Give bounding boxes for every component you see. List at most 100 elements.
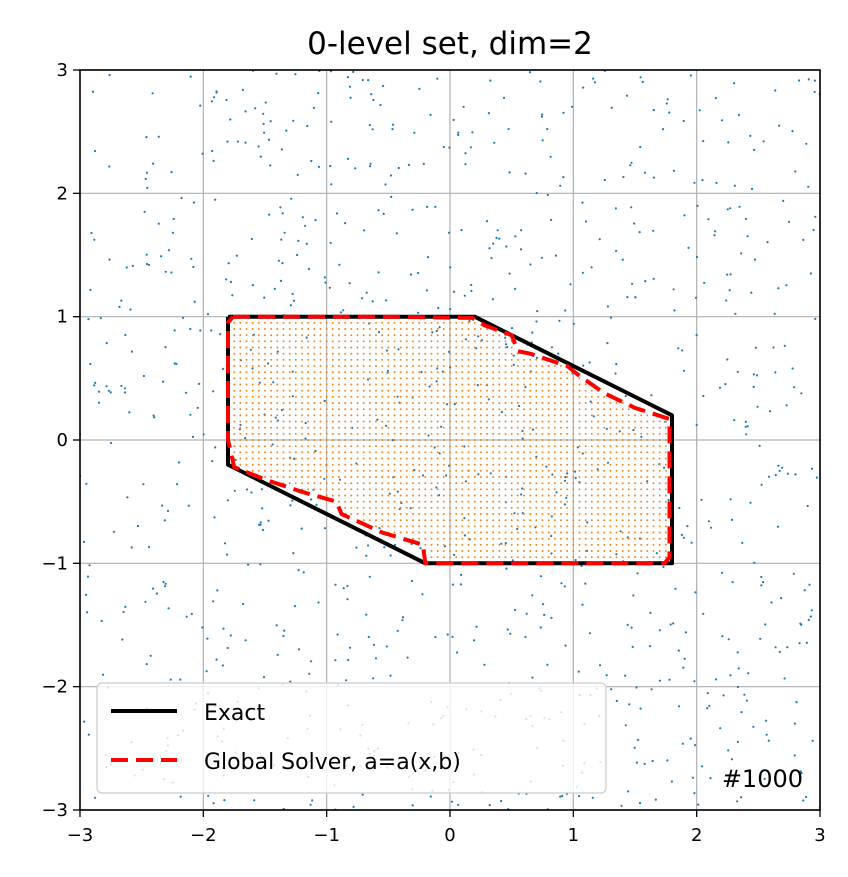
interior-grid-point [325, 371, 328, 374]
interior-grid-point [405, 463, 408, 466]
interior-grid-point [436, 408, 439, 411]
random-sample-point [324, 527, 327, 530]
interior-grid-point [461, 371, 464, 374]
random-sample-point [376, 418, 379, 421]
random-sample-point [490, 256, 493, 260]
random-sample-point [498, 237, 501, 240]
random-sample-point [90, 231, 93, 235]
interior-grid-point [294, 389, 297, 392]
interior-grid-point [510, 482, 513, 485]
random-sample-point [464, 338, 467, 341]
interior-grid-point [449, 408, 451, 411]
random-sample-point [539, 575, 543, 578]
interior-grid-point [436, 556, 439, 559]
interior-grid-point [381, 439, 384, 441]
interior-grid-point [368, 334, 371, 337]
interior-grid-point [652, 463, 655, 466]
interior-grid-point [294, 445, 297, 448]
interior-grid-point [276, 328, 279, 330]
interior-grid-point [634, 457, 636, 460]
random-sample-point [540, 115, 544, 118]
interior-grid-point [381, 482, 384, 485]
random-sample-point [190, 612, 193, 616]
interior-grid-point [615, 420, 618, 423]
interior-grid-point [245, 408, 248, 411]
interior-grid-point [658, 426, 661, 429]
interior-grid-point [405, 432, 408, 435]
random-sample-point [464, 480, 467, 483]
random-sample-point [774, 646, 777, 649]
random-sample-point [557, 352, 560, 355]
interior-grid-point [393, 432, 396, 435]
interior-grid-point [294, 457, 297, 460]
interior-grid-point [535, 402, 538, 404]
interior-grid-point [615, 457, 618, 460]
interior-grid-point [560, 469, 562, 472]
interior-grid-point [560, 525, 562, 528]
random-sample-point [421, 474, 425, 477]
random-sample-point [635, 686, 638, 689]
interior-grid-point [313, 365, 316, 367]
interior-grid-point [547, 550, 550, 552]
interior-grid-point [270, 389, 273, 392]
interior-grid-point [313, 340, 316, 343]
random-sample-point [500, 799, 503, 803]
random-sample-point [793, 722, 797, 725]
interior-grid-point [350, 402, 353, 404]
interior-grid-point [529, 550, 532, 552]
random-sample-point [559, 184, 562, 187]
random-sample-point [397, 348, 400, 351]
interior-grid-point [276, 402, 279, 404]
interior-grid-point [368, 451, 371, 454]
interior-grid-point [609, 494, 612, 497]
interior-grid-point [270, 414, 273, 417]
interior-grid-point [541, 432, 544, 435]
interior-grid-point [325, 426, 328, 429]
random-sample-point [754, 346, 757, 349]
interior-grid-point [455, 383, 458, 386]
interior-grid-point [418, 365, 421, 367]
random-sample-point [606, 342, 609, 345]
interior-grid-point [387, 358, 390, 361]
random-sample-point [425, 289, 428, 292]
random-sample-point [172, 217, 175, 220]
interior-grid-point [301, 328, 303, 330]
interior-grid-point [251, 346, 254, 349]
interior-grid-point [646, 543, 649, 546]
random-sample-point [798, 79, 801, 82]
interior-grid-point [615, 469, 618, 472]
interior-grid-point [436, 414, 439, 417]
interior-grid-point [535, 543, 538, 546]
random-sample-point [468, 320, 471, 323]
interior-grid-point [535, 395, 538, 398]
random-sample-point [346, 157, 349, 160]
random-sample-point [323, 399, 326, 403]
random-sample-point [666, 98, 669, 101]
random-sample-point [509, 632, 512, 635]
legend-label-exact: Exact [204, 701, 265, 726]
random-sample-point [728, 289, 731, 292]
interior-grid-point [523, 506, 525, 509]
interior-grid-point [313, 321, 316, 324]
interior-grid-point [276, 321, 279, 324]
random-sample-point [389, 174, 393, 177]
interior-grid-point [492, 457, 495, 460]
interior-grid-point [566, 513, 569, 515]
interior-grid-point [473, 328, 476, 330]
interior-grid-point [313, 395, 316, 398]
interior-grid-point [572, 506, 575, 509]
interior-grid-point [418, 494, 421, 497]
interior-grid-point [461, 445, 464, 448]
interior-grid-point [331, 352, 334, 355]
random-sample-point [630, 206, 633, 209]
interior-grid-point [547, 365, 550, 367]
interior-grid-point [455, 537, 458, 540]
random-sample-point [378, 527, 381, 530]
interior-grid-point [412, 352, 414, 355]
interior-grid-point [381, 358, 384, 361]
interior-grid-point [547, 543, 550, 546]
interior-grid-point [282, 321, 285, 324]
random-sample-point [146, 186, 149, 189]
interior-grid-point [430, 395, 433, 398]
interior-grid-point [368, 358, 371, 361]
